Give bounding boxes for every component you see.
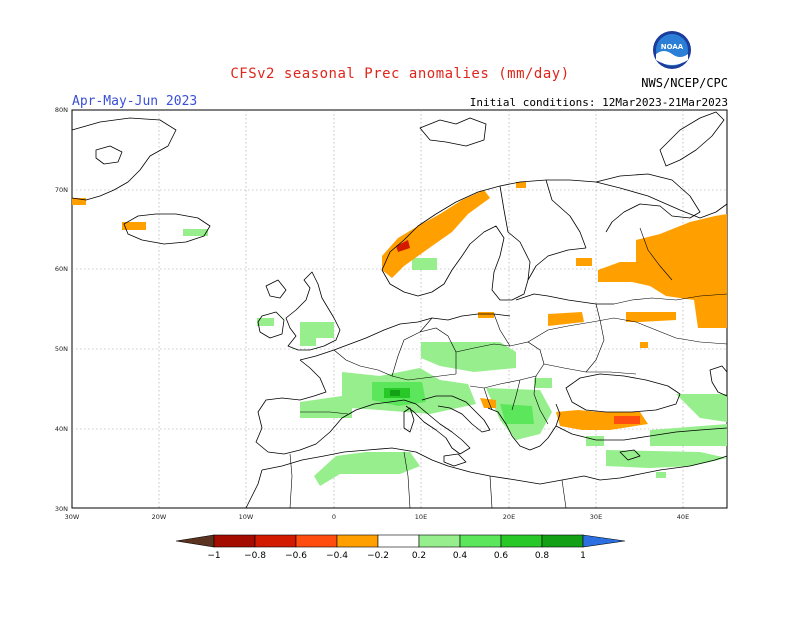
colorbar-label: 1 [580, 551, 586, 561]
lon-label-20w: 20W [152, 513, 167, 521]
anomaly-area-caucasus [676, 394, 727, 422]
noaa-logo-text: NOAA [661, 43, 684, 51]
anomaly-area-turkey-core [614, 416, 640, 424]
initial-conditions: Initial conditions: 12Mar2023-21Mar2023 [469, 96, 728, 109]
colorbar-label: −0.8 [244, 551, 266, 561]
agency-credit: NWS/NCEP/CPC [641, 76, 728, 90]
colorbar-bin-9 [541, 534, 584, 548]
forecast-period: Apr-May-Jun 2023 [72, 94, 198, 109]
colorbar-label: −0.6 [285, 551, 307, 561]
colorbar-bin-4 [336, 534, 379, 548]
colorbar-label: 0.6 [494, 551, 509, 561]
colorbar-lower-arrow [175, 534, 215, 548]
gridlines [72, 110, 727, 508]
anomaly-area-england [300, 322, 334, 346]
negative-anomaly-areas [72, 182, 727, 430]
anomaly-area-balkans-core [500, 404, 534, 424]
anomaly-area-iceland-nw [122, 222, 146, 230]
colorbar-bin-2 [254, 534, 297, 548]
map-frame [71, 109, 728, 509]
anomaly-area-romania [534, 378, 552, 388]
lat-label-80n: 80N [55, 106, 68, 114]
noaa-logo-icon: NOAA [653, 31, 691, 69]
lon-label-30w: 30W [65, 513, 80, 521]
colorbar: −1 −0.8 −0.6 −0.4 −0.2 0.2 0.4 0.6 0.8 1 [175, 534, 626, 561]
lon-label-40e: 40E [677, 513, 689, 521]
lon-label-10w: 10W [239, 513, 254, 521]
positive-anomaly-areas [183, 229, 727, 486]
map-title: CFSv2 seasonal Prec anomalies (mm/day) [230, 66, 570, 82]
colorbar-bin-8 [500, 534, 543, 548]
lon-label-0: 0 [332, 513, 336, 521]
colorbar-label: −0.2 [367, 551, 389, 561]
anomaly-area-central-europe [421, 342, 516, 372]
colorbar-label: 0.8 [535, 551, 550, 561]
longitude-labels: 30W 20W 10W 0 10E 20E 30E 40E [65, 513, 690, 521]
anomaly-area-scotland [257, 318, 274, 326]
anomaly-area-norway-deep [396, 240, 410, 252]
anomaly-area-karelia [576, 258, 592, 266]
colorbar-upper-arrow [582, 534, 626, 548]
lon-label-30e: 30E [590, 513, 602, 521]
anomaly-area-adriatic [480, 398, 496, 408]
anomaly-area-russia [598, 214, 727, 328]
colorbar-label: 0.4 [453, 551, 468, 561]
colorbar-label: −1 [207, 551, 220, 561]
lat-label-40n: 40N [55, 425, 68, 433]
lat-label-70n: 70N [55, 186, 68, 194]
anomaly-area-baltic [548, 312, 584, 326]
colorbar-bin-6 [418, 534, 461, 548]
anomaly-area-norway [412, 258, 437, 270]
lon-label-10e: 10E [415, 513, 427, 521]
anomaly-area-iceland [183, 229, 208, 236]
anomaly-area-north-africa [314, 452, 420, 486]
anomaly-area-norway-coast [382, 190, 490, 278]
colorbar-bin-1 [213, 534, 256, 548]
anomaly-area-baltic-east [626, 312, 676, 322]
anomaly-area-levant [606, 450, 727, 468]
anomaly-area-sinai [656, 472, 666, 478]
country-borders [289, 227, 728, 509]
lat-label-60n: 60N [55, 265, 68, 273]
lon-label-20e: 20E [503, 513, 515, 521]
anomaly-area-turkey [556, 410, 648, 430]
anomaly-area-ukraine [640, 342, 648, 348]
anomaly-area-north-cape [516, 182, 526, 188]
lat-label-30n: 30N [55, 505, 68, 513]
anomaly-area-poland [478, 312, 494, 318]
latitude-labels: 80N 70N 60N 50N 40N 30N [55, 106, 68, 513]
lat-label-50n: 50N [55, 345, 68, 353]
colorbar-label: −0.4 [326, 551, 348, 561]
colorbar-label: 0.2 [412, 551, 426, 561]
anomaly-area-aegean [586, 436, 604, 446]
colorbar-bin-5 [377, 534, 420, 548]
anomaly-area-alps-peak [390, 390, 400, 396]
colorbar-bin-7 [459, 534, 502, 548]
anomaly-area-spain [300, 404, 352, 418]
colorbar-bin-3 [295, 534, 338, 548]
coastlines [71, 111, 728, 509]
